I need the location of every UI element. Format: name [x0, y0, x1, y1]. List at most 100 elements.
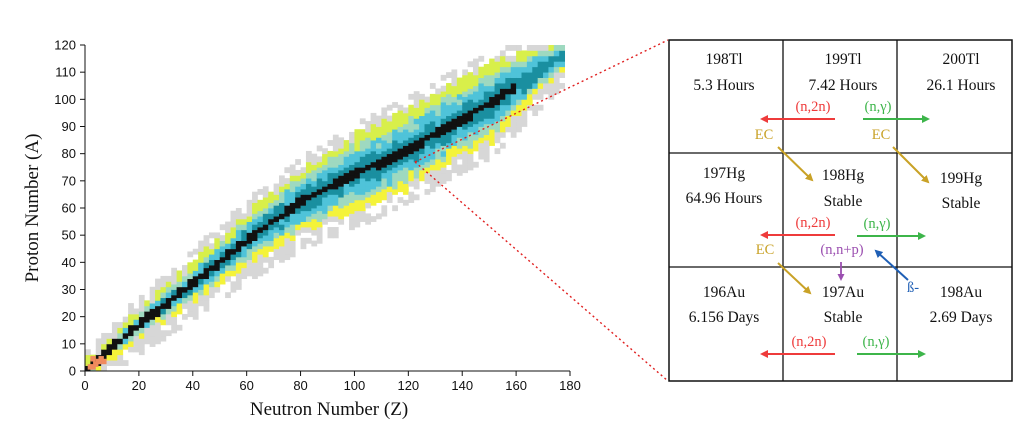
- nuclide-cell: [241, 240, 248, 247]
- nuclide-cell: [165, 330, 172, 337]
- nuclide-cell: [521, 77, 528, 84]
- nuclide-cell: [446, 148, 452, 155]
- nuclide-cell: [246, 237, 253, 244]
- nuclide-cell: [273, 194, 280, 201]
- nuclide-cell: [440, 161, 447, 168]
- nuclide-cell: [327, 161, 334, 168]
- nuclide-cell: [419, 99, 425, 106]
- nuclide-cell: [138, 311, 145, 318]
- nuclide-cell: [370, 156, 377, 163]
- nuclide-cell: [284, 243, 291, 250]
- nuclide-cell: [171, 311, 178, 318]
- nuclide-cell: [257, 199, 264, 206]
- nuclide-cell: [122, 322, 129, 328]
- nuclide-cell: [214, 286, 221, 293]
- nuclide-cell: [359, 172, 366, 179]
- nuclide-cell: [327, 205, 334, 212]
- nuclide-name: 199Tl: [824, 51, 861, 68]
- nuclide-cell: [214, 275, 221, 282]
- nuclide-cell: [295, 202, 301, 209]
- nuclide-cell: [456, 153, 463, 160]
- nuclide-cell: [408, 137, 415, 144]
- nuclide-cell: [235, 251, 242, 258]
- nuclide-cell: [489, 80, 495, 87]
- nuclide-cell: [532, 83, 539, 89]
- nuclide-cell: [252, 273, 258, 280]
- nuclide-cell: [187, 294, 194, 301]
- nuclide-cell: [327, 183, 334, 190]
- nuclide-cell: [106, 332, 113, 339]
- nuclide-cell: [467, 137, 474, 144]
- nuclide-cell: [279, 213, 285, 220]
- nuclide-cell: [289, 175, 296, 182]
- nuclide-cell: [402, 167, 409, 174]
- nuclide-cell: [208, 243, 215, 250]
- nuclide-cell: [435, 104, 442, 111]
- nuclide-cell: [446, 93, 452, 100]
- nuclide-cell: [489, 112, 495, 119]
- nuclide-cell: [332, 161, 339, 168]
- nuclide-cell: [381, 145, 388, 152]
- nuclide-cell: [343, 145, 350, 152]
- nuclide-cell: [532, 110, 539, 117]
- nuclide-cell: [241, 224, 248, 231]
- beta-label: ß-: [907, 280, 919, 296]
- nuclide-cell: [440, 112, 447, 119]
- nuclide-cell: [359, 145, 366, 152]
- nuclide-cell: [413, 118, 420, 125]
- y-tick-label: 20: [62, 309, 76, 324]
- nuclide-cell: [155, 338, 161, 345]
- nuclide-cell: [246, 248, 253, 255]
- nuclide-cell: [208, 270, 215, 277]
- x-tick-label: 0: [81, 378, 88, 393]
- nuclide-cell: [295, 175, 301, 182]
- nuclide-cell: [322, 202, 328, 209]
- nuclide-cell: [489, 134, 495, 141]
- nuclide-cell: [446, 169, 452, 176]
- nuclide-cell: [300, 183, 307, 190]
- nuclide-cell: [494, 66, 501, 73]
- nuclide-cell: [359, 178, 366, 184]
- nuclide-cell: [462, 129, 469, 136]
- nuclide-cell: [349, 153, 355, 160]
- nuclide-cell: [343, 194, 350, 201]
- nuclide-cell: [429, 180, 436, 187]
- nuclide-cell: [376, 191, 382, 198]
- nuclide-cell: [225, 237, 231, 244]
- nuclide-cell: [338, 148, 345, 155]
- nuclide-cell: [365, 148, 372, 155]
- nuclide-cell: [451, 156, 458, 163]
- nuclide-cell: [483, 107, 490, 114]
- grid-frame: [668, 39, 1013, 382]
- nuclide-cell: [354, 140, 361, 146]
- nuclide-cell: [155, 305, 161, 312]
- nuclide-cell: [370, 194, 377, 201]
- nuclide-cell: [230, 210, 237, 217]
- nuclide-cell: [128, 313, 134, 320]
- nuclide-cell: [122, 316, 129, 323]
- nuclide-cell: [295, 159, 301, 165]
- nuclide-cell: [408, 121, 415, 127]
- nuclide-cell: [376, 213, 382, 220]
- nuclide-cell: [257, 248, 264, 255]
- nuclide-cell: [316, 221, 323, 228]
- nuclide-cell: [241, 246, 248, 252]
- nuclide-cell: [499, 110, 506, 117]
- nuclide-cell: [483, 156, 490, 163]
- nuclide-cell: [516, 88, 522, 95]
- nuclide-cell: [252, 208, 258, 214]
- nuclide-cell: [392, 205, 398, 212]
- nuclide-cell: [338, 191, 345, 198]
- nuclide-cell: [419, 159, 425, 165]
- nuclide-cell: [305, 167, 312, 174]
- nuclide-cell: [424, 178, 431, 184]
- nuclide-cell: [462, 145, 469, 152]
- nuclide-cell: [494, 77, 501, 84]
- nuclide-cell: [300, 172, 307, 179]
- nuclide-cell: [548, 61, 555, 68]
- nuclide-cell: [295, 180, 301, 187]
- nuclide-cell: [505, 126, 512, 133]
- nuclide-cell: [176, 275, 183, 282]
- nuclide-cell: [273, 210, 280, 217]
- nuclide-cell: [354, 134, 361, 141]
